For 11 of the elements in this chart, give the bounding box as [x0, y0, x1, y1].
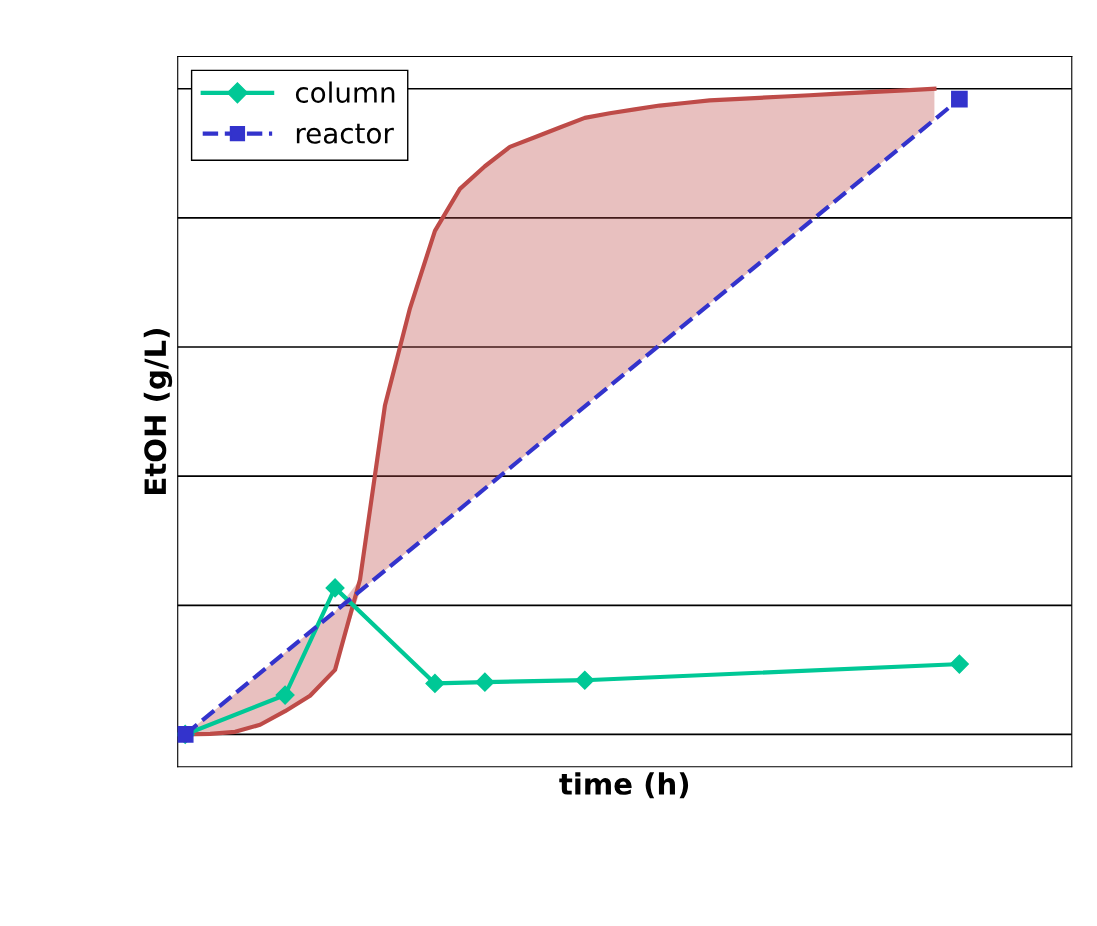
x-axis-title: time (h): [559, 772, 689, 799]
y-axis-title: EtOH (g/L): [143, 329, 173, 494]
point: [951, 90, 968, 108]
legend-label: reactor: [296, 123, 394, 144]
legend-label: column: [295, 81, 395, 103]
point: [275, 685, 295, 705]
point: [575, 670, 595, 690]
point: [425, 673, 445, 693]
point: [475, 672, 495, 692]
point: [949, 654, 969, 674]
point: [325, 578, 345, 598]
